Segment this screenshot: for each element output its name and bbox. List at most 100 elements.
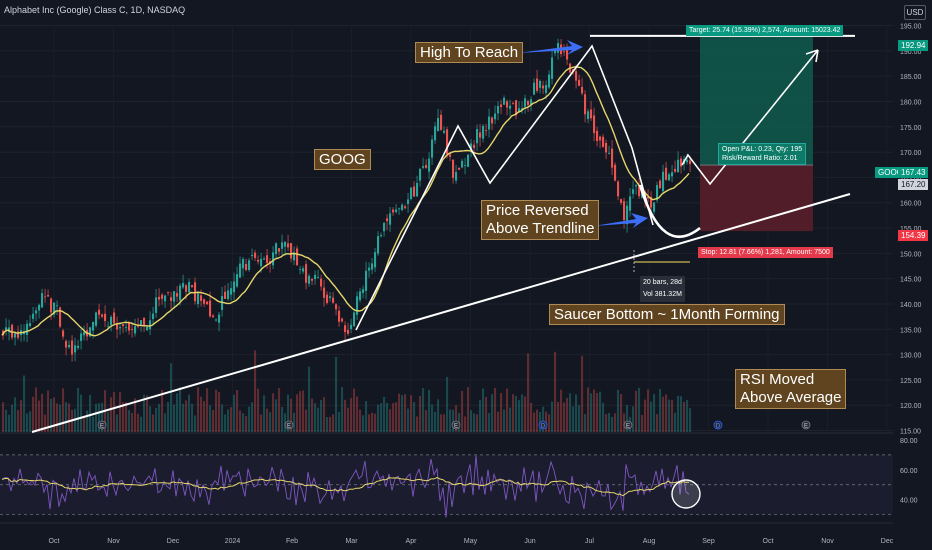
candle-body: [170, 297, 173, 301]
volume-bar: [518, 400, 521, 432]
candle-body: [386, 218, 389, 222]
volume-bar: [578, 405, 581, 432]
volume-bar: [644, 399, 647, 432]
candle-body: [50, 298, 53, 313]
candle-body: [233, 281, 236, 293]
annotation-high-to-reach[interactable]: High To Reach: [415, 42, 524, 63]
volume-bar: [395, 402, 398, 432]
candle-body: [668, 174, 671, 181]
candle-body: [563, 51, 566, 53]
price-tick-label: 170.00: [900, 150, 922, 157]
volume-bar: [113, 392, 116, 432]
volume-bar: [89, 394, 92, 432]
candle-body: [293, 252, 296, 261]
volume-bar: [488, 413, 491, 432]
event-marker-label: E: [454, 424, 458, 430]
event-marker: [713, 420, 723, 430]
candle-body: [206, 301, 209, 305]
candle-body: [626, 205, 629, 225]
volume-bar: [482, 388, 485, 432]
candle-body: [449, 154, 452, 157]
volume-bar: [14, 397, 17, 432]
event-marker: [284, 420, 294, 430]
candle-body: [284, 241, 287, 247]
event-marker: [538, 420, 548, 430]
candle-body: [128, 323, 131, 331]
volume-bar: [254, 350, 257, 432]
volume-bar: [215, 389, 218, 432]
candle-body: [659, 180, 662, 189]
time-tick-label: Apr: [406, 538, 418, 545]
time-tick-label: Dec: [167, 538, 180, 545]
volume-bar: [536, 409, 539, 432]
candle-body: [467, 154, 470, 167]
event-marker-label: D: [541, 424, 546, 430]
currency-selector[interactable]: USD: [904, 5, 926, 20]
volume-bar: [386, 403, 389, 432]
event-marker: [97, 420, 107, 430]
volume-bar: [521, 394, 524, 432]
volume-bar: [686, 400, 689, 432]
candle-body: [362, 289, 365, 293]
volume-bar: [494, 387, 497, 432]
price-tick-label: 185.00: [900, 74, 922, 81]
candle-body: [419, 168, 422, 181]
annotation-goog[interactable]: GOOG: [314, 149, 371, 170]
volume-bar: [83, 416, 86, 432]
price-tick-label: 155.00: [900, 226, 922, 233]
candle-body: [155, 297, 158, 313]
rsi-average-line: [1, 476, 689, 497]
candle-body: [290, 243, 293, 259]
volume-bar: [446, 376, 449, 432]
volume-bar: [683, 401, 686, 432]
volume-bar: [137, 413, 140, 432]
candle-body: [41, 293, 44, 308]
candle-body: [26, 323, 29, 335]
volume-bar: [596, 393, 599, 432]
volume-bar: [335, 356, 338, 432]
candle-body: [632, 189, 635, 194]
volume-bar: [524, 396, 527, 432]
volume-bar: [560, 389, 563, 432]
annotation-rsi-moved[interactable]: RSI Moved Above Average: [735, 369, 847, 409]
candle-body: [53, 302, 56, 315]
candle-body: [92, 322, 95, 331]
volume-bar: [269, 412, 272, 432]
candle-body: [248, 260, 251, 271]
volume-bar: [638, 387, 641, 432]
measure-tag: 20 bars, 28d Vol 381.32M: [640, 276, 685, 302]
volume-bar: [110, 397, 113, 432]
volume-bar: [371, 412, 374, 432]
volume-bar: [413, 402, 416, 432]
event-marker-label: E: [100, 424, 104, 430]
moving-average-line: [1, 66, 690, 337]
volume-bar: [191, 403, 194, 432]
candle-body: [476, 129, 479, 144]
candle-body: [122, 324, 125, 327]
candle-body: [686, 159, 689, 163]
candle-body: [350, 324, 353, 329]
annotation-price-reversed[interactable]: Price Reversed Above Trendline: [481, 200, 600, 240]
rsi-tick-label: 80.00: [900, 438, 918, 445]
candle-body: [461, 160, 464, 168]
volume-bar: [326, 416, 329, 432]
candle-body: [578, 79, 581, 86]
candle-body: [146, 326, 149, 331]
price-tick-label: 135.00: [900, 327, 922, 334]
volume-bar: [680, 396, 683, 432]
candle-body: [14, 333, 17, 338]
candle-body: [194, 282, 197, 302]
candle-body: [641, 193, 644, 198]
rsi-tick-label: 40.00: [900, 498, 918, 505]
event-marker-label: E: [287, 424, 291, 430]
volume-bar: [227, 409, 230, 432]
volume-bar: [257, 388, 260, 432]
measure-vol: Vol 381.32M: [643, 291, 682, 298]
volume-bar: [206, 388, 209, 432]
candle-body: [266, 255, 269, 263]
volume-bar: [470, 410, 473, 432]
annotation-saucer-bottom[interactable]: Saucer Bottom ~ 1Month Forming: [549, 304, 785, 325]
volume-bar: [461, 390, 464, 432]
candle-body: [512, 102, 515, 104]
